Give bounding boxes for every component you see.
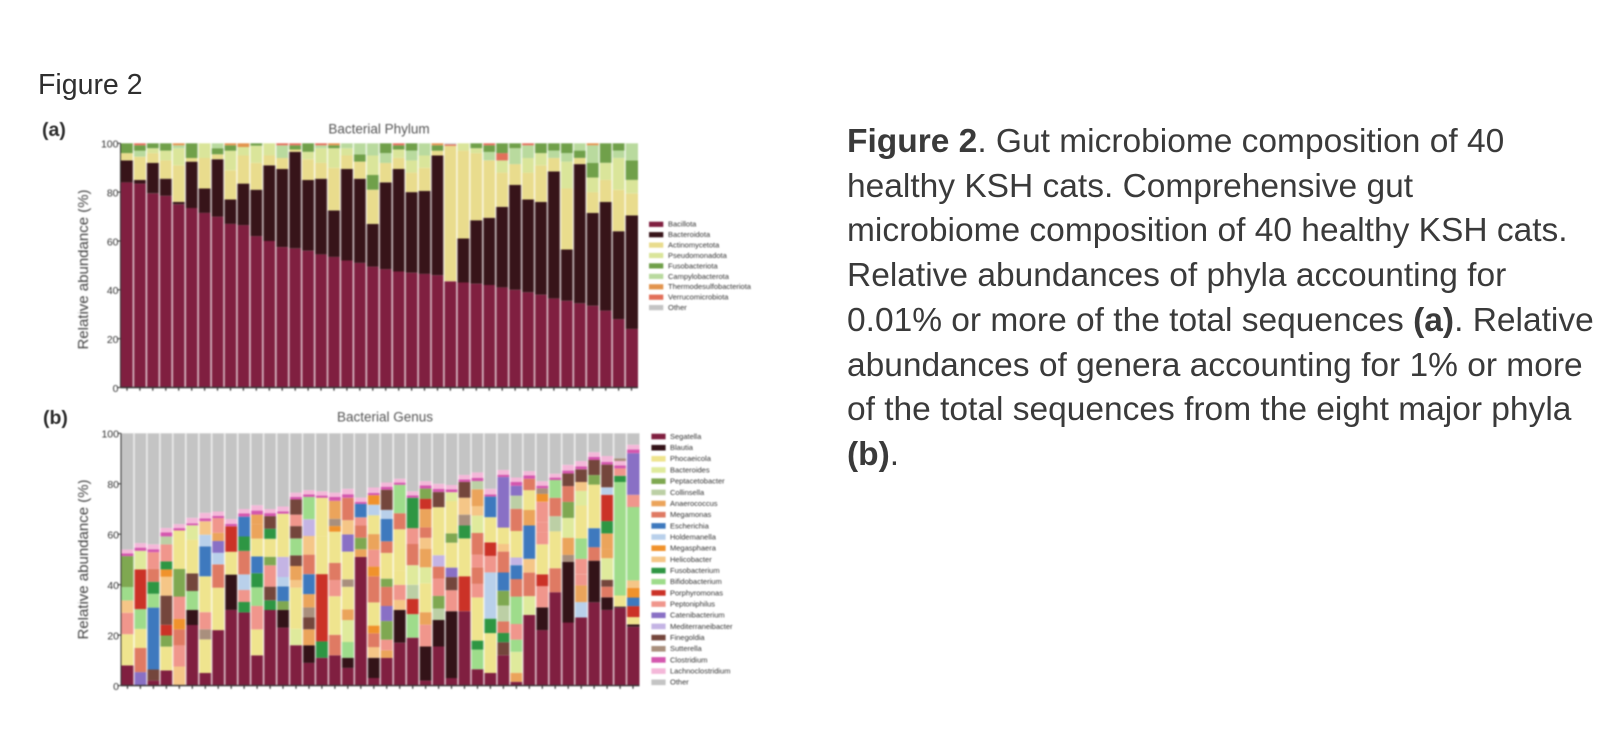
svg-text:80: 80	[107, 187, 119, 199]
svg-text:100: 100	[101, 429, 119, 441]
svg-text:Porphyromonas: Porphyromonas	[670, 588, 723, 597]
svg-text:Segatella: Segatella	[670, 432, 702, 441]
svg-text:Clostridium: Clostridium	[670, 655, 708, 664]
svg-text:20: 20	[107, 630, 119, 642]
svg-text:Holdemanella: Holdemanella	[670, 532, 717, 541]
svg-text:80: 80	[107, 479, 119, 491]
svg-text:Anaerococcus: Anaerococcus	[670, 499, 718, 508]
svg-text:Other: Other	[670, 678, 689, 687]
svg-text:Other: Other	[668, 303, 687, 312]
svg-text:100: 100	[101, 139, 119, 151]
svg-text:Thermodesulfobacteriota: Thermodesulfobacteriota	[668, 282, 752, 291]
svg-text:20: 20	[107, 334, 119, 346]
svg-text:Sutterella: Sutterella	[670, 644, 703, 653]
svg-text:Bacteroides: Bacteroides	[670, 465, 710, 474]
svg-text:Lachnoclostridium: Lachnoclostridium	[670, 667, 730, 676]
svg-text:Helicobacter: Helicobacter	[670, 555, 712, 564]
svg-text:Finegoldia: Finegoldia	[670, 633, 705, 642]
svg-text:Fusobacteriota: Fusobacteriota	[668, 261, 718, 270]
svg-text:Actinomycetota: Actinomycetota	[668, 241, 720, 250]
svg-text:Peptoniphilus: Peptoniphilus	[670, 600, 715, 609]
svg-text:40: 40	[107, 285, 119, 297]
svg-text:Bacteroidota: Bacteroidota	[668, 230, 711, 239]
svg-text:Collinsella: Collinsella	[670, 488, 705, 497]
svg-text:0: 0	[113, 681, 119, 693]
svg-text:Relative abundance (%): Relative abundance (%)	[78, 189, 92, 349]
svg-text:Bacterial Genus: Bacterial Genus	[337, 410, 433, 425]
svg-text:40: 40	[107, 580, 119, 592]
svg-text:Bacillota: Bacillota	[668, 220, 697, 229]
svg-text:Bacterial Phylum: Bacterial Phylum	[328, 121, 429, 136]
svg-text:Verrucomicrobiota: Verrucomicrobiota	[668, 293, 729, 302]
svg-text:Campylobacterota: Campylobacterota	[668, 272, 730, 281]
svg-text:Relative abundance (%): Relative abundance (%)	[78, 479, 92, 639]
svg-text:Escherichia: Escherichia	[670, 521, 710, 530]
svg-text:Bifidobacterium: Bifidobacterium	[670, 577, 722, 586]
svg-text:60: 60	[107, 530, 119, 542]
svg-text:Pseudomonadota: Pseudomonadota	[668, 251, 728, 260]
svg-text:Peptacetobacter: Peptacetobacter	[670, 477, 725, 486]
svg-text:0: 0	[113, 383, 119, 395]
svg-text:Mediterraneibacter: Mediterraneibacter	[670, 622, 733, 631]
svg-text:Phocaeicola: Phocaeicola	[670, 454, 712, 463]
svg-text:Catenibacterium: Catenibacterium	[670, 611, 725, 620]
svg-text:60: 60	[107, 236, 119, 248]
svg-text:Blautia: Blautia	[670, 443, 694, 452]
svg-text:Megamonas: Megamonas	[670, 510, 712, 519]
svg-text:Megasphaera: Megasphaera	[670, 544, 717, 553]
svg-text:Fusobacterium: Fusobacterium	[670, 566, 720, 575]
